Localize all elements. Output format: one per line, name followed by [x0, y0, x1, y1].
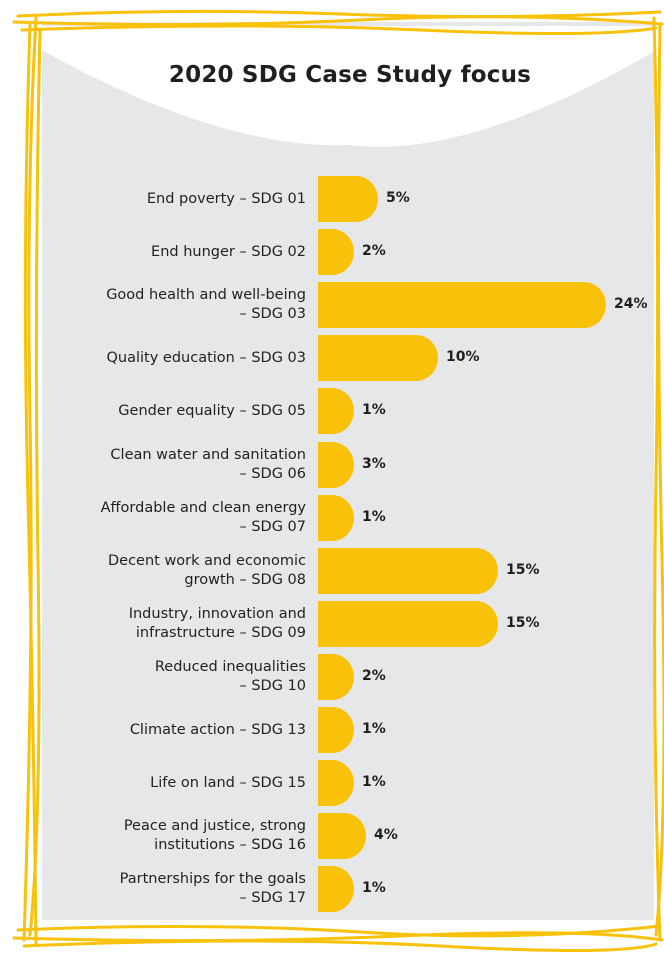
category-label: Life on land – SDG 15: [150, 774, 306, 793]
bar-row: Life on land – SDG 15 1%: [0, 760, 664, 807]
value-label: 1%: [362, 880, 386, 897]
bar-row: Partnerships for the goals – SDG 17 1%: [0, 866, 664, 913]
bar-row: Reduced inequalities – SDG 10 2%: [0, 653, 664, 700]
bar-row: Gender equality – SDG 05 1%: [0, 388, 664, 435]
category-label-line: Good health and well-being: [106, 287, 306, 304]
category-label: Clean water and sanitation – SDG 06: [110, 446, 306, 484]
bar-row: Industry, innovation and infrastructure –…: [0, 600, 664, 647]
category-label-line: Reduced inequalities: [154, 658, 306, 675]
bar: [318, 600, 498, 647]
category-label-line: End poverty – SDG 01: [146, 190, 306, 207]
bar: [318, 282, 606, 329]
value-label: 1%: [362, 402, 386, 419]
bar-row: Good health and well-being – SDG 03 24%: [0, 282, 664, 329]
category-label-line: Life on land – SDG 15: [150, 774, 306, 791]
category-label: Affordable and clean energy – SDG 07: [101, 499, 306, 537]
frame-left-line-3: [28, 28, 42, 937]
category-label-line: Peace and justice, strong: [123, 818, 306, 835]
bar: [318, 653, 354, 700]
bar-row: Affordable and clean energy – SDG 07 1%: [0, 494, 664, 541]
bar: [318, 388, 354, 435]
category-label-line: Gender equality – SDG 05: [118, 402, 306, 419]
frame-top-line-2: [12, 15, 664, 27]
bar: [318, 760, 354, 807]
value-label: 4%: [374, 827, 398, 844]
bar-row: End poverty – SDG 01 5%: [0, 176, 664, 222]
bar: [318, 707, 354, 753]
category-label-line: infrastructure – SDG 09: [135, 624, 306, 641]
category-label-line: – SDG 17: [239, 890, 306, 907]
category-label-line: Climate action – SDG 13: [129, 721, 306, 738]
bar: [318, 813, 366, 860]
category-label: Gender equality – SDG 05: [118, 402, 306, 421]
category-label-line: Clean water and sanitation: [110, 446, 306, 463]
category-label: Climate action – SDG 13: [130, 721, 306, 740]
category-label-line: – SDG 06: [239, 465, 306, 482]
frame-bottom-line-2: [12, 931, 664, 943]
bar: [318, 547, 498, 594]
value-label: 1%: [362, 721, 386, 737]
value-label: 15%: [506, 561, 540, 578]
category-label: End poverty – SDG 01: [147, 190, 306, 209]
category-label-line: Quality education – SDG 03: [106, 349, 306, 366]
frame-top-line-3: [20, 24, 658, 36]
chart-title: 2020 SDG Case Study focus: [168, 62, 532, 88]
category-label-line: Industry, innovation and: [128, 605, 306, 622]
category-label: Industry, innovation and infrastructure –…: [129, 605, 306, 643]
category-label-line: – SDG 03: [239, 306, 306, 323]
frame-bottom-line-3: [22, 939, 658, 953]
category-label-line: growth – SDG 08: [184, 571, 306, 588]
category-label-line: End hunger – SDG 02: [151, 243, 306, 260]
bar: [318, 494, 354, 541]
frame-right-line-2: [654, 22, 664, 937]
bar: [318, 229, 354, 276]
category-label: Quality education – SDG 03: [106, 349, 306, 368]
bar: [318, 176, 378, 222]
category-label: Partnerships for the goals – SDG 17: [120, 870, 306, 908]
bar-row: End hunger – SDG 02 2%: [0, 229, 664, 276]
category-label: Decent work and economic growth – SDG 08: [108, 552, 306, 590]
bar-row: Quality education – SDG 03 10%: [0, 335, 664, 382]
bar: [318, 335, 438, 382]
frame-left-line-2: [23, 22, 38, 947]
category-label-line: – SDG 10: [239, 677, 306, 694]
value-label: 10%: [446, 349, 480, 366]
bar-row: Peace and justice, strong institutions – …: [0, 813, 664, 860]
category-label: End hunger – SDG 02: [151, 243, 306, 262]
value-label: 2%: [362, 243, 386, 260]
category-label-line: Affordable and clean energy: [100, 499, 306, 516]
category-label: Good health and well-being – SDG 03: [106, 286, 306, 324]
category-label-line: institutions – SDG 16: [154, 837, 306, 854]
value-label: 1%: [362, 508, 386, 525]
value-label: 15%: [506, 614, 540, 631]
value-label: 3%: [362, 455, 386, 472]
bar-row: Climate action – SDG 13 1%: [0, 707, 664, 753]
category-label: Reduced inequalities – SDG 10: [155, 658, 306, 696]
value-label: 1%: [362, 774, 386, 791]
bar: [318, 866, 354, 913]
value-label: 2%: [362, 667, 386, 684]
title-arch: [38, 26, 660, 147]
bar-row: Clean water and sanitation – SDG 06 3%: [0, 441, 664, 488]
value-label: 24%: [614, 296, 648, 313]
bar-row: Decent work and economic growth – SDG 08 1…: [0, 547, 664, 594]
category-label: Peace and justice, strong institutions – …: [124, 817, 306, 855]
bar: [318, 441, 354, 488]
category-label-line: – SDG 07: [239, 518, 306, 535]
category-label-line: Decent work and economic: [107, 552, 306, 569]
frame-top-line-1: [16, 9, 662, 19]
value-label: 5%: [386, 190, 410, 206]
frame-right-line-1: [652, 16, 662, 942]
category-label-line: Partnerships for the goals: [119, 871, 306, 888]
frame-left-line-1: [22, 16, 38, 942]
